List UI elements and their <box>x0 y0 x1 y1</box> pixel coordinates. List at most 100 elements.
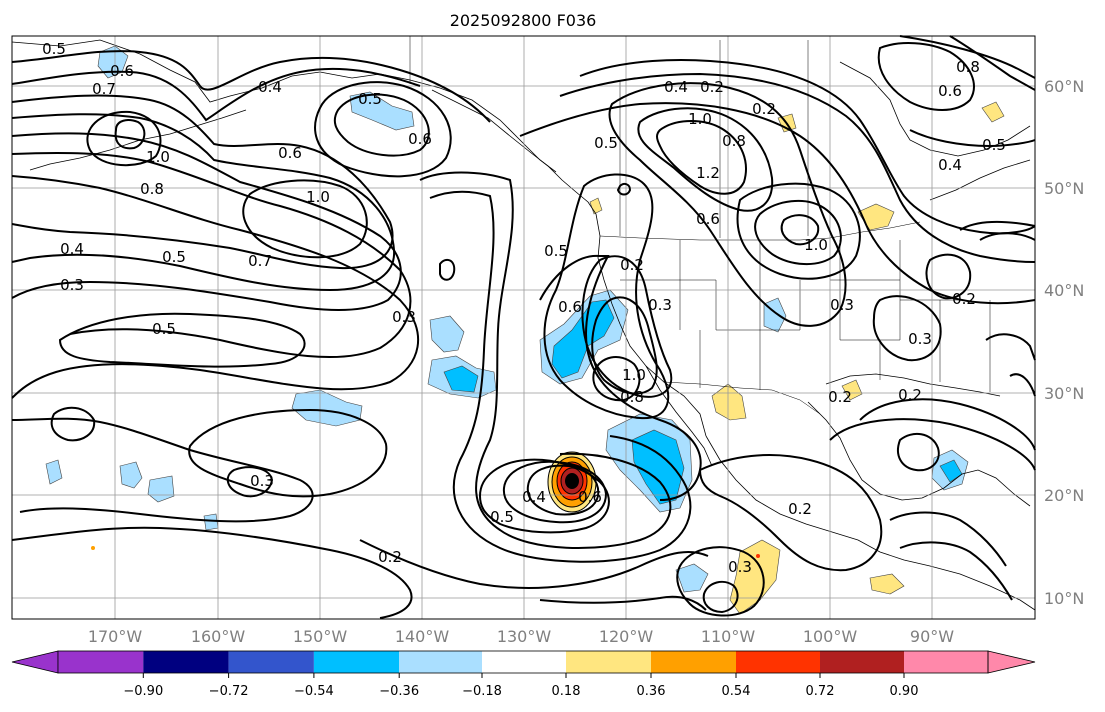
contour-label: 0.3 <box>250 472 274 490</box>
shade-light-blue <box>763 297 787 333</box>
contour-line <box>359 539 709 589</box>
contour-line <box>877 42 975 111</box>
contour-line <box>11 132 402 311</box>
colorbar-ticks <box>142 673 905 678</box>
contour-label: 0.4 <box>938 156 962 174</box>
contour-label: 0.5 <box>594 134 618 152</box>
contour-label: 0.2 <box>752 100 776 118</box>
lat-label: 20°N <box>1044 486 1084 505</box>
contour-line <box>979 232 1036 241</box>
colorbar-swatch <box>58 651 144 673</box>
gridlines <box>12 36 1035 619</box>
shade-light-blue <box>675 563 709 593</box>
contour-line <box>899 541 1013 601</box>
lat-label: 60°N <box>1044 77 1084 96</box>
contour-line <box>11 67 421 122</box>
colorbar-tick-label: −0.18 <box>462 684 502 699</box>
contour-label: 0.2 <box>378 548 402 566</box>
contour-line <box>1009 373 1036 397</box>
contour-line <box>637 107 774 212</box>
coastline-gulf-north <box>825 373 1001 397</box>
contour-label: 0.2 <box>952 290 976 308</box>
colorbar-tick-label: −0.36 <box>379 684 419 699</box>
colorbar-swatch <box>143 651 229 673</box>
contour-label: 0.6 <box>696 210 720 228</box>
contour-label: 0.4 <box>258 78 282 96</box>
colorbar-tick-label: 0.36 <box>637 684 666 699</box>
contour-label: 0.5 <box>152 320 176 338</box>
contour-line <box>429 190 692 563</box>
lon-label: 120°W <box>599 627 654 646</box>
contour-label: 1.0 <box>688 110 712 128</box>
coastlines <box>11 39 1036 611</box>
contour-line <box>592 356 641 402</box>
contour-label: 0.3 <box>908 330 932 348</box>
contour-line <box>543 173 670 420</box>
colorbar-arrow-left <box>11 650 59 674</box>
contour-line <box>539 595 707 611</box>
colorbar: −0.90 −0.72 −0.54 −0.36 −0.18 0.18 0.36 … <box>11 650 1036 699</box>
map-title: 2025092800 F036 <box>450 11 597 30</box>
map-panel: 0.5 0.6 0.7 0.4 0.5 0.6 0.6 1.0 0.8 1.0 … <box>11 35 1036 620</box>
colorbar-swatch <box>820 651 904 673</box>
contour-line <box>591 296 658 395</box>
border-us-canada <box>599 221 921 241</box>
contour-line <box>114 119 146 150</box>
lon-label: 110°W <box>701 627 756 646</box>
contour-line <box>333 93 430 157</box>
lat-label: 50°N <box>1044 179 1084 198</box>
contour-line <box>526 464 600 516</box>
contour-line <box>86 110 162 167</box>
shade-dot <box>91 546 95 550</box>
coastline-us-west <box>595 213 707 437</box>
colorbar-swatch <box>482 651 566 673</box>
contour-label: 0.3 <box>60 276 84 294</box>
colorbar-tick-label: 0.54 <box>722 684 751 699</box>
contour-line <box>58 312 306 368</box>
contour-line <box>581 255 673 398</box>
contour-line <box>780 214 820 246</box>
contour-line <box>11 526 413 619</box>
contour-label: 0.2 <box>898 386 922 404</box>
contour-label: 0.7 <box>248 252 272 270</box>
contour-label: 0.7 <box>92 80 116 98</box>
contour-label: 0.4 <box>60 240 84 258</box>
contour-line <box>11 113 396 292</box>
contour-line <box>829 418 1036 471</box>
contour-label: 0.6 <box>938 82 962 100</box>
storm-bullseye <box>547 451 597 513</box>
contour-label: 0.3 <box>830 296 854 314</box>
contour-label: 0.5 <box>982 136 1006 154</box>
lon-label: 160°W <box>191 627 246 646</box>
contour-label: 0.5 <box>42 40 66 58</box>
contour-lines <box>11 35 1036 619</box>
contour-label: 0.6 <box>278 144 302 162</box>
shade-blue <box>631 429 685 505</box>
contour-line <box>925 253 972 300</box>
contour-label: 0.3 <box>392 308 416 326</box>
contour-label: 0.5 <box>544 242 568 260</box>
contour-line <box>702 580 739 614</box>
contour-label: 1.2 <box>696 164 720 182</box>
lon-label: 130°W <box>497 627 552 646</box>
contour-label: 0.6 <box>110 62 134 80</box>
coastline-alaska-north <box>11 39 557 173</box>
shade-blue <box>551 299 615 379</box>
contour-line <box>50 406 96 442</box>
contour-line <box>579 59 1036 235</box>
colorbar-tick-label: 0.72 <box>806 684 835 699</box>
lon-label: 100°W <box>803 627 858 646</box>
colorbar-frame <box>57 650 989 674</box>
coastline-baja <box>645 365 713 467</box>
lon-label: 150°W <box>293 627 348 646</box>
colorbar-swatch <box>566 651 651 673</box>
contour-line <box>314 81 452 178</box>
contour-label: 0.2 <box>788 500 812 518</box>
contour-line <box>188 408 388 498</box>
colorbar-swatch <box>399 651 482 673</box>
shade-light-blue <box>119 461 143 489</box>
coastline-mexico-west <box>705 435 1036 611</box>
contour-label: 1.0 <box>622 366 646 384</box>
contour-line <box>608 82 847 327</box>
contour-label: 0.3 <box>728 558 752 576</box>
